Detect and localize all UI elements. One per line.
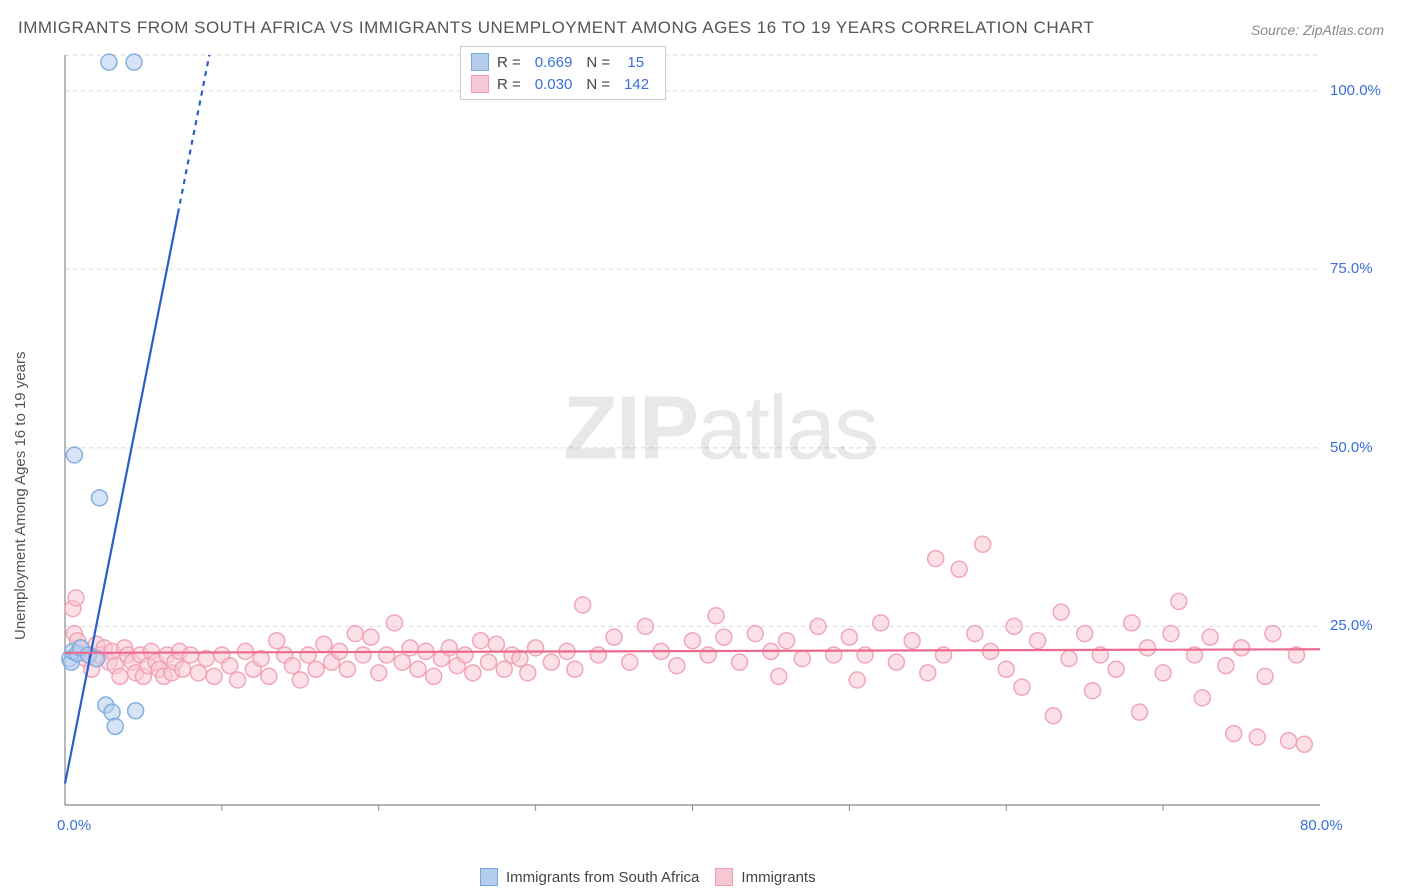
stats-row-2: R = 0.030 N = 142 [471, 73, 655, 95]
stats-row-1: R = 0.669 N = 15 [471, 51, 655, 73]
chart-title: IMMIGRANTS FROM SOUTH AFRICA VS IMMIGRAN… [18, 18, 1094, 38]
y-tick-label: 50.0% [1330, 439, 1373, 456]
source-attribution: Source: ZipAtlas.com [1251, 22, 1384, 38]
legend-item-2: Immigrants [715, 868, 815, 886]
legend-label-1: Immigrants from South Africa [506, 869, 699, 886]
n-value-2: 142 [618, 76, 655, 93]
swatch-series-2 [471, 75, 489, 93]
swatch-series-1 [471, 53, 489, 71]
legend-swatch-1 [480, 868, 498, 886]
r-value-2: 0.030 [529, 76, 579, 93]
n-label-2: N = [586, 76, 610, 93]
legend-label-2: Immigrants [741, 869, 815, 886]
x-tick-label: 0.0% [57, 817, 91, 834]
r-label-1: R = [497, 54, 521, 71]
n-value-1: 15 [618, 54, 650, 71]
y-axis-label: Unemployment Among Ages 16 to 19 years [12, 351, 29, 640]
r-label-2: R = [497, 76, 521, 93]
scatter-svg [55, 50, 1385, 840]
stats-legend: R = 0.669 N = 15 R = 0.030 N = 142 [460, 46, 666, 100]
scatter-plot: ZIPatlas [55, 50, 1385, 840]
series-legend: Immigrants from South Africa Immigrants [480, 868, 816, 886]
x-tick-label: 80.0% [1300, 817, 1343, 834]
legend-item-1: Immigrants from South Africa [480, 868, 699, 886]
y-tick-label: 75.0% [1330, 260, 1373, 277]
y-tick-label: 25.0% [1330, 617, 1373, 634]
legend-swatch-2 [715, 868, 733, 886]
r-value-1: 0.669 [529, 54, 579, 71]
y-tick-label: 100.0% [1330, 82, 1381, 99]
n-label-1: N = [586, 54, 610, 71]
